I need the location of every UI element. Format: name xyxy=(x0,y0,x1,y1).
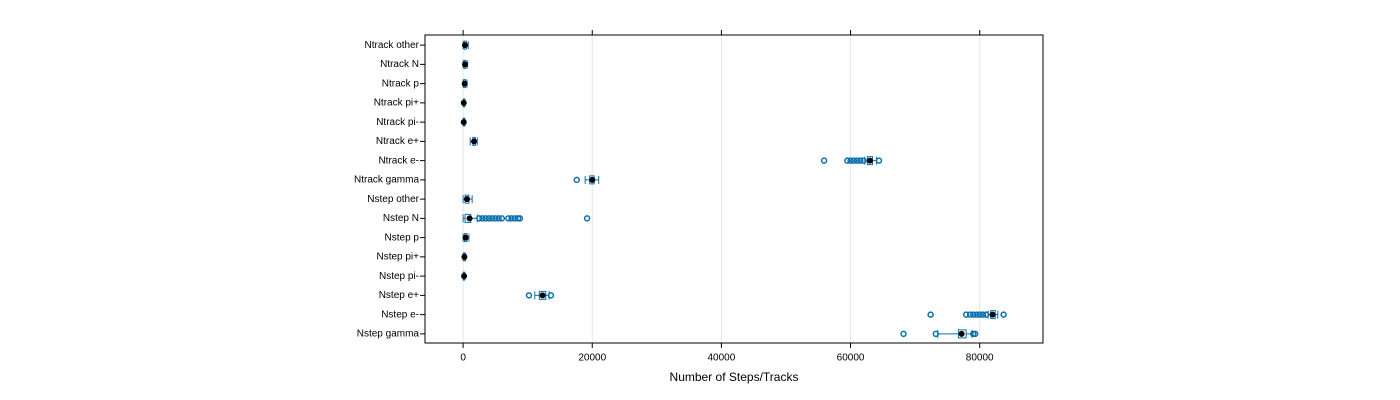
median xyxy=(462,42,469,49)
x-tick-label: 20000 xyxy=(578,353,606,364)
outlier xyxy=(1000,311,1007,318)
median xyxy=(461,80,468,87)
outlier xyxy=(847,157,854,164)
outlier xyxy=(485,215,493,222)
y-tick-label: Ntrack e+ xyxy=(376,136,419,147)
outlier xyxy=(505,215,512,222)
outlier xyxy=(850,157,858,164)
outlier xyxy=(966,311,974,318)
y-tick-label: Nstep other xyxy=(367,194,419,205)
median xyxy=(461,253,468,260)
outlier xyxy=(976,311,983,318)
box xyxy=(957,329,967,339)
x-axis-title: Number of Steps/Tracks xyxy=(670,370,799,384)
outlier xyxy=(583,215,591,222)
median xyxy=(958,330,965,337)
y-tick-label: Ntrack e- xyxy=(378,155,419,166)
median xyxy=(461,273,468,280)
x-tick-label: 60000 xyxy=(837,353,865,364)
outlier xyxy=(860,157,867,164)
median xyxy=(539,292,546,299)
y-tick-label: Nstep p xyxy=(385,232,420,243)
outlier xyxy=(482,215,489,222)
x-tick-label: 40000 xyxy=(708,353,736,364)
y-tick-label: Nstep gamma xyxy=(357,329,420,340)
outlier xyxy=(525,292,533,299)
outlier xyxy=(979,311,987,318)
y-tick-label: Nstep pi+ xyxy=(376,252,419,263)
y-tick-label: Nstep pi- xyxy=(379,271,419,282)
median xyxy=(866,157,873,164)
outlier xyxy=(973,311,980,318)
outlier xyxy=(547,292,555,299)
outlier xyxy=(488,215,496,222)
outlier xyxy=(971,330,979,338)
median xyxy=(589,176,596,183)
median xyxy=(466,215,473,222)
x-tick-label: 0 xyxy=(460,353,466,364)
y-tick-label: Ntrack gamma xyxy=(354,175,419,186)
outlier xyxy=(495,215,502,222)
outlier xyxy=(982,311,990,318)
median xyxy=(463,196,470,203)
median xyxy=(460,119,467,126)
outlier xyxy=(856,157,864,164)
outlier xyxy=(479,215,486,222)
y-tick-label: Ntrack pi+ xyxy=(374,98,419,109)
outlier xyxy=(573,176,581,184)
y-tick-label: Nstep e- xyxy=(381,309,419,320)
outlier xyxy=(875,157,883,164)
median xyxy=(989,311,996,318)
outlier xyxy=(492,215,499,222)
outlier xyxy=(475,215,483,222)
outlier xyxy=(844,157,851,164)
outlier xyxy=(970,311,977,318)
outlier xyxy=(927,311,934,318)
outlier xyxy=(853,157,861,164)
outlier xyxy=(498,215,506,222)
y-tick-label: Ntrack p xyxy=(382,78,420,89)
median xyxy=(460,99,467,106)
y-tick-label: Ntrack other xyxy=(365,40,420,51)
median xyxy=(462,234,469,241)
outlier xyxy=(516,215,524,222)
y-tick-label: Nstep N xyxy=(383,213,419,224)
outlier xyxy=(962,311,970,318)
outlier xyxy=(820,157,828,164)
outlier xyxy=(508,215,515,222)
y-tick-label: Ntrack N xyxy=(380,59,419,70)
outlier xyxy=(932,330,940,338)
median xyxy=(462,61,469,68)
median xyxy=(471,138,478,145)
x-tick-label: 80000 xyxy=(966,353,994,364)
outlier xyxy=(900,330,907,338)
y-tick-label: Nstep e+ xyxy=(379,290,419,301)
plot-frame xyxy=(424,34,1044,344)
y-tick-label: Ntrack pi- xyxy=(376,117,419,128)
box xyxy=(538,290,547,300)
